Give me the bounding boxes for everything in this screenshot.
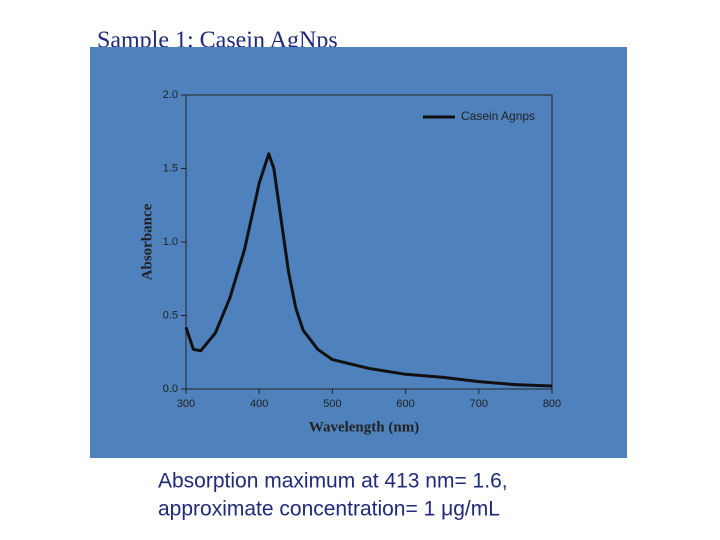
legend-label: Casein Agnps — [461, 109, 535, 123]
x-tick-label: 500 — [323, 398, 341, 410]
x-tick-label: 600 — [396, 398, 414, 410]
y-tick-label: 2.0 — [163, 89, 178, 101]
y-tick-label: 1.5 — [163, 162, 178, 174]
x-tick-label: 400 — [250, 398, 268, 410]
y-tick-label: 0.0 — [163, 383, 178, 395]
caption-line: approximate concentration= 1 μg/mL — [158, 498, 500, 521]
x-axis-label: Wavelength (nm) — [309, 419, 419, 435]
y-tick-label: 0.5 — [163, 309, 178, 321]
caption-line: Absorption maximum at 413 nm= 1.6, — [158, 470, 508, 493]
chart-background — [90, 47, 627, 458]
data-line — [184, 152, 553, 388]
x-tick-label: 300 — [177, 398, 195, 410]
y-tick-label: 1.0 — [163, 236, 178, 248]
y-axis-label: Absorbance — [139, 203, 155, 280]
x-tick-label: 700 — [470, 398, 488, 410]
x-tick-label: 800 — [543, 398, 561, 410]
